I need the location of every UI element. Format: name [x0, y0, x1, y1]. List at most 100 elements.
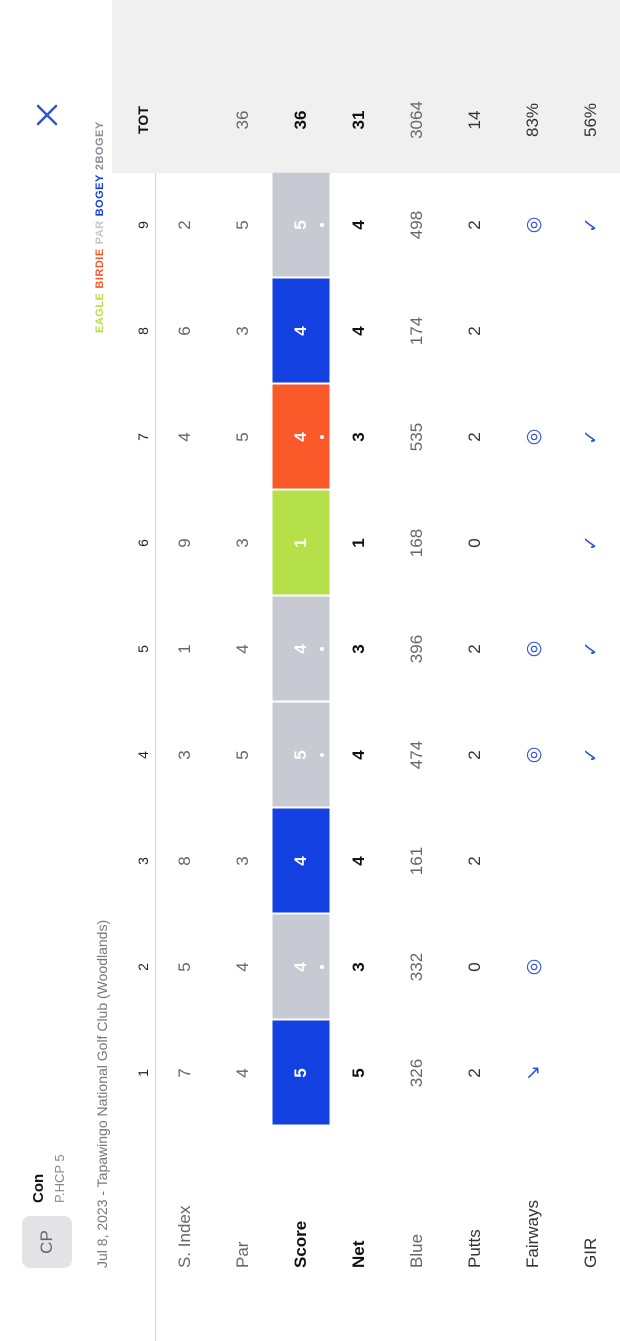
row-value: ↘ — [522, 1065, 544, 1081]
row-value: 326 — [407, 1058, 426, 1088]
row-value: 4 — [349, 326, 368, 336]
row-label: Score — [291, 1220, 310, 1268]
hole-number: 1 — [135, 1069, 151, 1077]
avatar: CP — [22, 1216, 72, 1268]
row-value: 474 — [407, 740, 426, 770]
row-value: 9 — [175, 538, 194, 548]
row-label: Par — [233, 1241, 252, 1268]
row-total: 31 — [349, 110, 368, 130]
row-value: 4 — [233, 644, 252, 654]
row-total: 36 — [233, 110, 252, 130]
player-name: Con — [30, 1173, 47, 1203]
row-value: ✓ — [580, 217, 602, 233]
row-value: 161 — [407, 846, 426, 876]
score-dot — [320, 965, 324, 969]
row-value: ✓ — [580, 641, 602, 657]
row-value: 8 — [175, 856, 194, 866]
row-total: 36 — [291, 110, 310, 130]
row-value: 535 — [407, 422, 426, 452]
row-value: 174 — [407, 316, 426, 346]
legend-item: BOGEY — [94, 174, 106, 217]
score-cell: 5 — [272, 172, 330, 278]
row-value: 3 — [349, 644, 368, 654]
row-label: Putts — [465, 1229, 484, 1268]
row-value: 0 — [465, 538, 484, 548]
row-value: 4 — [349, 220, 368, 230]
score-cell: 4 — [272, 596, 330, 702]
row-value: 2 — [465, 750, 484, 760]
hole-number: 5 — [135, 645, 151, 653]
row-value: 3 — [233, 326, 252, 336]
score-cell: 4 — [272, 914, 330, 1020]
row-total: 56% — [581, 102, 600, 138]
row-total: 14 — [465, 110, 484, 130]
legend-item: PAR — [94, 220, 106, 245]
row-value: 4 — [175, 432, 194, 442]
legend-item: 2BOGEY — [94, 121, 106, 171]
legend-item: EAGLE — [94, 292, 106, 333]
row-value: ◎ — [522, 958, 544, 976]
row-value: ✓ — [580, 429, 602, 445]
row-value: 0 — [465, 962, 484, 972]
row-value: 2 — [465, 644, 484, 654]
hole-number: 8 — [135, 327, 151, 335]
legend: EAGLE BIRDIE PAR BOGEY 2BOGEY — [94, 117, 106, 333]
row-total: 3064 — [407, 101, 426, 139]
score-cell: 5 — [272, 702, 330, 808]
score-dot — [320, 223, 324, 227]
hole-number: 4 — [135, 751, 151, 759]
score-cell: 4 — [272, 384, 330, 490]
score-dot — [320, 435, 324, 439]
legend-item: BIRDIE — [94, 248, 106, 289]
row-value: 2 — [465, 432, 484, 442]
row-value: 5 — [175, 962, 194, 972]
row-value: 2 — [465, 220, 484, 230]
row-value: ✓ — [580, 747, 602, 763]
row-label: Fairways — [523, 1199, 542, 1268]
row-label: Blue — [407, 1233, 426, 1268]
row-value: 2 — [465, 1068, 484, 1078]
row-value: 6 — [175, 326, 194, 336]
row-value: 7 — [175, 1068, 194, 1078]
row-value: 1 — [349, 538, 368, 548]
row-total: 83% — [523, 102, 542, 138]
row-value: 5 — [233, 432, 252, 442]
hole-number: 2 — [135, 963, 151, 971]
row-value: 2 — [465, 326, 484, 336]
row-value: ◎ — [522, 428, 544, 446]
row-value: 332 — [407, 952, 426, 982]
hole-number: 6 — [135, 539, 151, 547]
row-value: 1 — [175, 644, 194, 654]
row-value: 2 — [465, 856, 484, 866]
hole-number: 9 — [135, 221, 151, 229]
row-value: 3 — [349, 962, 368, 972]
row-value: ◎ — [522, 746, 544, 764]
row-value: 168 — [407, 528, 426, 558]
row-value: 4 — [349, 750, 368, 760]
row-value: 3 — [349, 432, 368, 442]
row-value: 2 — [175, 220, 194, 230]
row-value: 3 — [175, 750, 194, 760]
row-value: 5 — [233, 220, 252, 230]
score-dot — [320, 647, 324, 651]
row-label: S. Index — [175, 1205, 194, 1268]
row-value: ◎ — [522, 640, 544, 658]
row-value: 5 — [349, 1068, 368, 1078]
row-value: 4 — [349, 856, 368, 866]
player-handicap: P.HCP 5 — [52, 1154, 67, 1203]
row-value: ◎ — [522, 216, 544, 234]
total-header: TOT — [135, 106, 151, 134]
score-cell: 4 — [272, 278, 330, 384]
row-value: ✓ — [580, 535, 602, 551]
score-cell: 4 — [272, 808, 330, 914]
round-info: Jul 8, 2023 - Tapawingo National Golf Cl… — [94, 919, 110, 1268]
row-value: 3 — [233, 538, 252, 548]
row-value: 396 — [407, 634, 426, 664]
close-button[interactable] — [35, 103, 59, 127]
row-value: 5 — [233, 750, 252, 760]
hole-number: 7 — [135, 433, 151, 441]
hole-number: 3 — [135, 857, 151, 865]
row-value: 4 — [233, 1068, 252, 1078]
